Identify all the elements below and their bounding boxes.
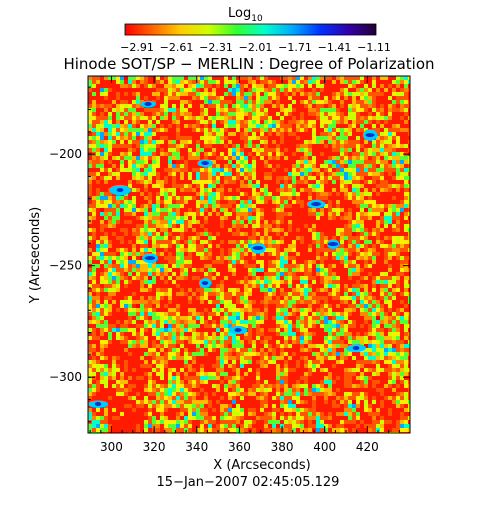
- colorbar-tick-label: −1.11: [357, 41, 391, 54]
- colorbar-ticks: −2.91 −2.61 −2.31 −2.01 −1.71 −1.41 −1.11: [120, 41, 391, 54]
- heatmap-field: [87, 76, 410, 433]
- y-tick-label: −250: [49, 259, 82, 273]
- plot-frame: [87, 75, 411, 434]
- y-axis-ticks: −200 −250 −300: [49, 86, 410, 423]
- x-tick-label: 380: [271, 440, 294, 454]
- y-axis-label: Y (Arcseconds): [28, 207, 43, 304]
- colorbar-label-subscript: 10: [251, 14, 263, 24]
- colorbar-label: Log10: [228, 6, 263, 24]
- x-tick-label: 420: [356, 440, 379, 454]
- colorbar-tick-label: −2.61: [160, 41, 194, 54]
- x-tick-label: 340: [185, 440, 208, 454]
- date-label: 15−Jan−2007 02:45:05.129: [157, 475, 340, 490]
- colorbar-tick-label: −1.41: [318, 41, 352, 54]
- colorbar-tick-label: −2.91: [120, 41, 154, 54]
- x-tick-label: 360: [228, 440, 251, 454]
- x-tick-label: 400: [313, 440, 336, 454]
- y-tick-label: −300: [49, 370, 82, 384]
- x-tick-label: 300: [100, 440, 123, 454]
- x-axis-label: X (Arcseconds): [213, 458, 310, 473]
- x-tick-label: 320: [143, 440, 166, 454]
- colorbar-tick-label: −2.31: [199, 41, 233, 54]
- colorbar: [124, 23, 377, 36]
- colorbar-tick-label: −2.01: [239, 41, 273, 54]
- x-axis-ticks: 300 320 340 360 380 400 420: [89, 76, 411, 454]
- y-tick-label: −200: [49, 147, 82, 161]
- chart-title: Hinode SOT/SP − MERLIN : Degree of Polar…: [63, 55, 434, 73]
- colorbar-tick-label: −1.71: [278, 41, 312, 54]
